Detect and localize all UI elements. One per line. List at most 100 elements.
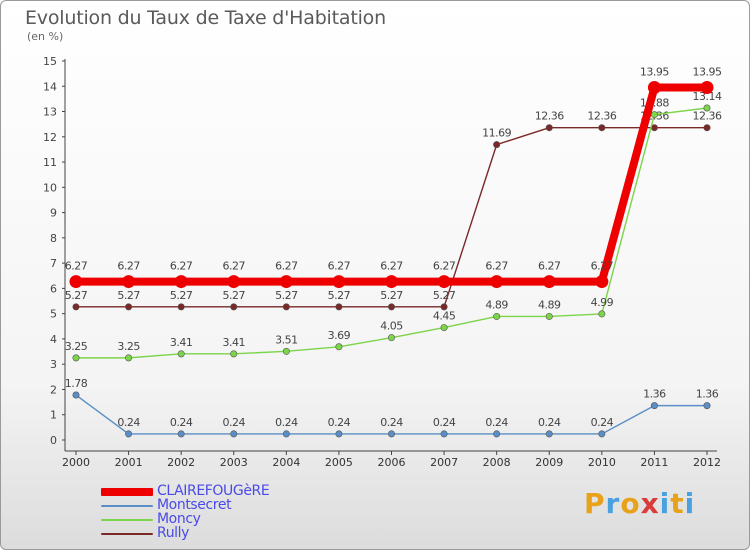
proxiti-logo: Proxiti bbox=[584, 487, 695, 520]
logo-letter: r bbox=[605, 487, 621, 520]
data-label-moncy: 4.05 bbox=[380, 320, 403, 333]
x-tick-label: 2004 bbox=[272, 456, 300, 469]
y-tick-label: 14 bbox=[43, 80, 57, 93]
data-label-rully: 12.36 bbox=[587, 110, 616, 123]
data-point-montsecret bbox=[703, 402, 711, 410]
x-tick-label: 2000 bbox=[62, 456, 90, 469]
data-label-clairefoug-re: 6.27 bbox=[223, 260, 246, 273]
legend-swatch bbox=[101, 519, 153, 521]
data-label-montsecret: 1.78 bbox=[65, 377, 88, 390]
data-label-montsecret: 1.36 bbox=[643, 388, 666, 401]
x-tick-label: 2005 bbox=[325, 456, 353, 469]
data-label-moncy: 3.51 bbox=[275, 333, 298, 346]
data-label-moncy: 3.25 bbox=[65, 340, 88, 353]
data-point-clairefoug-re bbox=[174, 275, 188, 289]
data-point-rully bbox=[335, 303, 343, 311]
data-point-montsecret bbox=[125, 430, 133, 438]
data-point-clairefoug-re bbox=[279, 275, 293, 289]
chart-unit-label: (en %) bbox=[27, 30, 64, 43]
data-point-moncy bbox=[230, 350, 238, 358]
data-point-clairefoug-re bbox=[332, 275, 346, 289]
data-label-moncy: 4.99 bbox=[591, 296, 614, 309]
x-tick-label: 2011 bbox=[640, 456, 668, 469]
x-tick-label: 2009 bbox=[535, 456, 563, 469]
data-label-montsecret: 0.24 bbox=[328, 416, 351, 429]
data-label-rully: 5.27 bbox=[170, 289, 193, 302]
data-label-moncy: 4.89 bbox=[538, 298, 561, 311]
y-tick-label: 15 bbox=[43, 55, 57, 68]
y-tick-label: 10 bbox=[43, 181, 57, 194]
data-label-clairefoug-re: 6.27 bbox=[275, 260, 298, 273]
data-point-montsecret bbox=[387, 430, 395, 438]
data-label-montsecret: 0.24 bbox=[170, 416, 193, 429]
data-point-moncy bbox=[282, 347, 290, 355]
legend-swatch bbox=[101, 505, 153, 507]
data-label-rully: 5.27 bbox=[275, 289, 298, 302]
data-label-montsecret: 0.24 bbox=[117, 416, 140, 429]
legend-swatch bbox=[101, 533, 153, 535]
y-tick-label: 2 bbox=[50, 383, 57, 396]
data-label-moncy: 3.69 bbox=[328, 329, 351, 342]
data-point-moncy bbox=[598, 310, 606, 318]
data-point-rully bbox=[703, 124, 711, 132]
logo-letter: i bbox=[659, 487, 671, 520]
x-tick-label: 2010 bbox=[588, 456, 616, 469]
data-label-rully: 5.27 bbox=[223, 289, 246, 302]
y-tick-label: 13 bbox=[43, 106, 57, 119]
y-tick-label: 8 bbox=[50, 232, 57, 245]
x-tick-label: 2003 bbox=[220, 456, 248, 469]
x-tick-label: 2007 bbox=[430, 456, 458, 469]
data-point-moncy bbox=[72, 354, 80, 362]
y-tick-label: 11 bbox=[43, 156, 57, 169]
data-label-clairefoug-re: 6.27 bbox=[65, 260, 88, 273]
data-point-rully bbox=[440, 303, 448, 311]
data-point-rully bbox=[387, 303, 395, 311]
data-point-clairefoug-re bbox=[437, 275, 451, 289]
y-tick-label: 9 bbox=[50, 207, 57, 220]
data-point-rully bbox=[72, 303, 80, 311]
data-point-clairefoug-re bbox=[227, 275, 241, 289]
data-label-clairefoug-re: 13.95 bbox=[693, 66, 722, 79]
data-label-montsecret: 0.24 bbox=[275, 416, 298, 429]
data-label-clairefoug-re: 6.27 bbox=[538, 260, 561, 273]
data-point-montsecret bbox=[493, 430, 501, 438]
data-label-rully: 5.27 bbox=[433, 289, 456, 302]
y-tick-label: 7 bbox=[50, 257, 57, 270]
data-label-clairefoug-re: 6.27 bbox=[485, 260, 508, 273]
data-point-montsecret bbox=[177, 430, 185, 438]
data-label-rully: 5.27 bbox=[380, 289, 403, 302]
x-tick-label: 2002 bbox=[167, 456, 195, 469]
data-label-moncy: 4.45 bbox=[433, 310, 456, 323]
data-label-montsecret: 0.24 bbox=[485, 416, 508, 429]
data-label-moncy: 3.25 bbox=[117, 340, 140, 353]
data-label-montsecret: 0.24 bbox=[380, 416, 403, 429]
data-label-clairefoug-re: 6.27 bbox=[591, 260, 614, 273]
data-label-clairefoug-re: 13.95 bbox=[640, 66, 669, 79]
logo-letter: P bbox=[584, 487, 606, 520]
data-point-rully bbox=[282, 303, 290, 311]
data-point-moncy bbox=[650, 111, 658, 119]
data-label-rully: 5.27 bbox=[117, 289, 140, 302]
data-point-clairefoug-re bbox=[542, 275, 556, 289]
data-point-moncy bbox=[440, 324, 448, 332]
y-tick-label: 1 bbox=[50, 409, 57, 422]
data-label-moncy: 3.41 bbox=[170, 336, 193, 349]
data-point-clairefoug-re bbox=[69, 275, 83, 289]
data-label-montsecret: 0.24 bbox=[433, 416, 456, 429]
logo-letter: o bbox=[620, 487, 641, 520]
data-label-moncy: 4.89 bbox=[485, 298, 508, 311]
data-point-montsecret bbox=[72, 391, 80, 399]
y-tick-label: 12 bbox=[43, 131, 57, 144]
data-label-rully: 12.36 bbox=[693, 110, 722, 123]
data-label-clairefoug-re: 6.27 bbox=[380, 260, 403, 273]
data-label-moncy: 13.14 bbox=[693, 90, 722, 103]
data-point-rully bbox=[230, 303, 238, 311]
data-point-rully bbox=[598, 124, 606, 132]
data-point-clairefoug-re bbox=[595, 275, 609, 289]
data-point-moncy bbox=[125, 354, 133, 362]
data-point-rully bbox=[177, 303, 185, 311]
data-point-rully bbox=[125, 303, 133, 311]
data-label-clairefoug-re: 6.27 bbox=[117, 260, 140, 273]
data-point-montsecret bbox=[598, 430, 606, 438]
